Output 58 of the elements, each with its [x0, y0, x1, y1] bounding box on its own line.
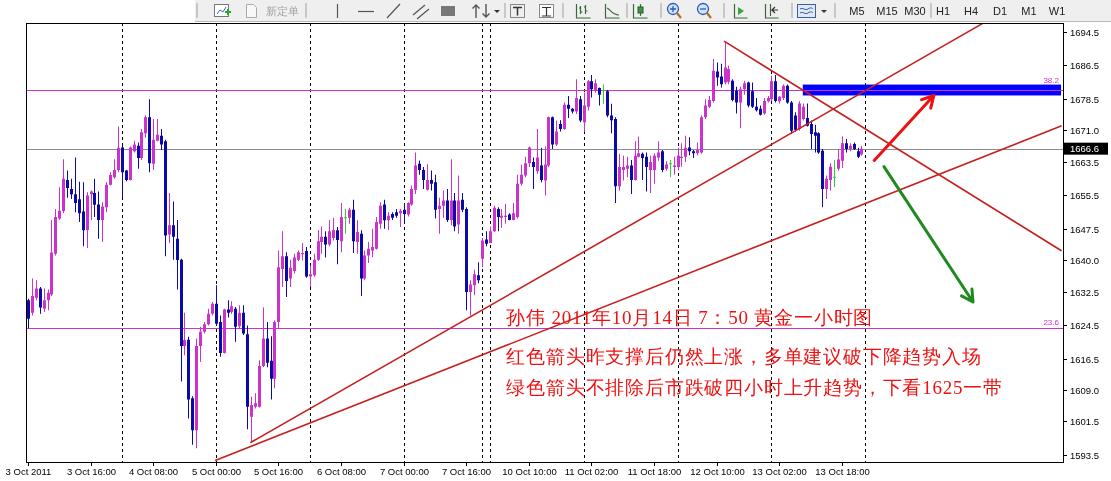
y-tick-label: 1694.5: [1070, 26, 1100, 38]
annotation: 红色箭头昨支撑后仍然上涨，多单建议破下降趋势入场: [506, 346, 982, 367]
x-tick-label: 13 Oct 18:00: [815, 466, 870, 477]
text: M30: [904, 5, 926, 17]
annotation: 38.2: [1043, 76, 1060, 86]
candlestick: [500, 208, 503, 228]
y-tick-label: 1663.5: [1070, 156, 1100, 168]
text: H1: [935, 5, 951, 17]
x-tick-label: 12 Oct 10:00: [690, 466, 745, 477]
candlestick: [438, 197, 441, 234]
candlestick: [344, 208, 347, 234]
y-tick-label: 1624.5: [1070, 319, 1100, 331]
x-tick-label: 5 Oct 00:00: [191, 466, 242, 477]
y-tick-label: 1671.0: [1070, 124, 1100, 136]
x-tick-label: 3 Oct 16:00: [66, 466, 117, 477]
y-tick-label: 1632.5: [1070, 286, 1100, 298]
candlestick: [814, 124, 817, 153]
y-tick-label: 1616.5: [1070, 353, 1100, 365]
text: M1: [1021, 5, 1037, 17]
y-tick-label: 1640.0: [1070, 254, 1100, 266]
candlestick: [669, 159, 672, 178]
text: M5: [849, 5, 865, 17]
y-tick-label: 1593.5: [1070, 449, 1100, 461]
y-tick-label: 1601.5: [1070, 415, 1100, 427]
candlestick: [532, 157, 535, 189]
annotation: 绿色箭头不排除后市跌破四小时上升趋势，下看1625一带: [506, 377, 1003, 398]
x-tick-label: 7 Oct 16:00: [441, 466, 492, 477]
annotation: 23.6: [1043, 318, 1060, 328]
candlestick: [626, 156, 629, 178]
x-tick-label: 10 Oct 10:00: [502, 466, 557, 477]
ref-line-label: 1666.6: [1070, 142, 1100, 154]
x-tick-label: 4 Oct 08:00: [128, 466, 179, 477]
candlestick: [680, 143, 683, 167]
x-tick-label: 11 Oct 02:00: [564, 466, 619, 477]
y-tick-label: 1655.5: [1070, 189, 1100, 201]
candlestick: [90, 190, 93, 221]
x-tick-label: 6 Oct 08:00: [316, 466, 367, 477]
candlestick: [301, 242, 304, 261]
candlestick: [833, 159, 836, 188]
candlestick: [168, 193, 171, 243]
candlestick: [602, 84, 605, 104]
candlestick: [688, 137, 691, 156]
x-tick-label: 13 Oct 02:00: [752, 466, 807, 477]
candlestick: [172, 201, 175, 260]
text: M15: [876, 5, 898, 17]
text: W1: [1048, 5, 1066, 17]
x-tick-label: 5 Oct 16:00: [253, 466, 304, 477]
text: 新定单: [265, 5, 299, 17]
text: D1: [992, 5, 1008, 17]
x-tick-label: 3 Oct 2011: [5, 466, 52, 477]
y-tick-label: 1678.5: [1070, 93, 1100, 105]
y-tick-label: 1647.5: [1070, 223, 1100, 235]
y-tick-label: 1686.5: [1070, 59, 1100, 71]
text: H4: [963, 5, 979, 17]
x-tick-label: 11 Oct 18:00: [627, 466, 682, 477]
y-tick-label: 1609.0: [1070, 384, 1100, 396]
x-tick-label: 7 Oct 00:00: [379, 466, 430, 477]
candlestick: [504, 203, 507, 224]
